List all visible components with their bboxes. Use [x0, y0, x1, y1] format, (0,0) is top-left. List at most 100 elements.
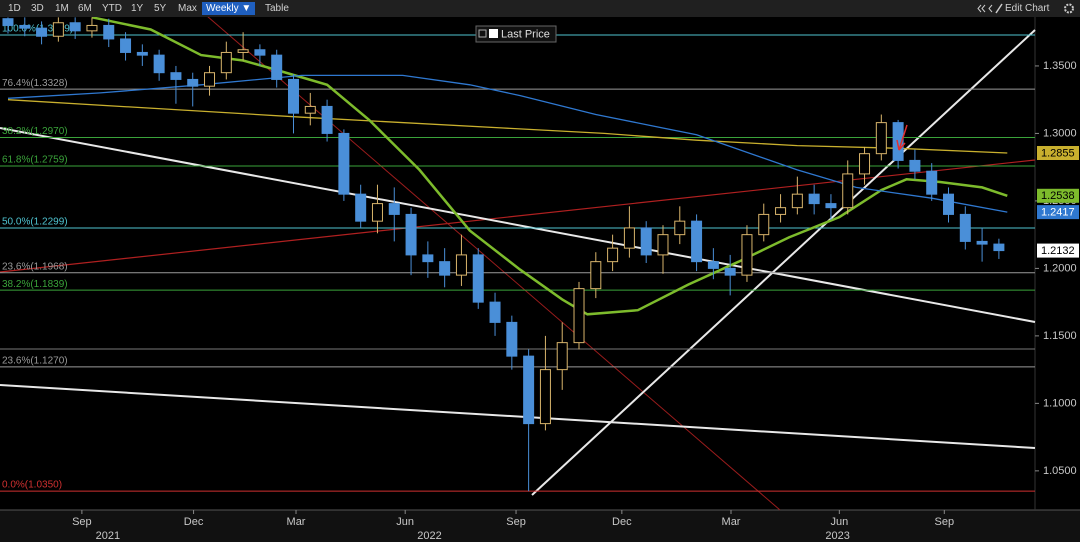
candle-body — [808, 193, 820, 205]
candle-body — [943, 193, 955, 215]
candle-body — [590, 261, 602, 290]
x-tick-label: Sep — [506, 516, 526, 528]
candle-body — [489, 301, 501, 323]
candle-body — [959, 213, 971, 242]
year-label: 2022 — [417, 530, 441, 542]
legend-label: Last Price — [501, 28, 550, 40]
settings-icon[interactable] — [1062, 0, 1076, 17]
x-tick-label: Dec — [184, 516, 204, 528]
x-tick-label: Mar — [287, 516, 306, 528]
value-tag — [1037, 188, 1079, 203]
range-button[interactable]: 1D — [8, 3, 21, 14]
edit-icon — [995, 3, 1003, 14]
value-tag-label: 1.2538 — [1041, 190, 1075, 202]
candle-body — [976, 240, 988, 245]
trendline — [531, 29, 1036, 496]
trendlines — [0, 9, 1036, 511]
candle-body — [707, 261, 719, 269]
nav-arrows — [977, 4, 993, 13]
nav-icons[interactable] — [975, 0, 997, 17]
y-tick-label: 1.3500 — [1043, 60, 1077, 72]
range-button[interactable]: 3D — [31, 3, 44, 14]
candle-body — [120, 38, 132, 53]
candles — [2, 17, 1005, 492]
range-button[interactable]: 6M — [78, 3, 92, 14]
x-tick-label: Mar — [722, 516, 741, 528]
candle-body — [136, 51, 148, 56]
candle-body — [287, 78, 299, 114]
edit-chart-button[interactable]: Edit Chart — [1005, 3, 1050, 14]
trendline — [0, 127, 1036, 323]
range-button[interactable]: 5Y — [154, 3, 167, 14]
last-price-label: 1.2132 — [1041, 245, 1075, 257]
annotation-arrow — [896, 124, 908, 151]
candle-body — [573, 288, 585, 344]
value-tag-label: 1.2417 — [1041, 207, 1075, 219]
candle-body — [892, 122, 904, 161]
legend-toggle[interactable] — [478, 29, 487, 38]
candle-body — [825, 203, 837, 209]
last-price-tag — [1037, 243, 1079, 258]
level-label: 61.8%(1.2759) — [2, 155, 68, 166]
range-button[interactable]: Max — [178, 3, 197, 14]
candle-body — [2, 18, 14, 26]
candle-body — [153, 54, 165, 74]
x-tick-label: Sep — [935, 516, 955, 528]
y-tick-label: 1.2000 — [1043, 262, 1077, 274]
trendline — [0, 384, 1036, 449]
candle-body — [640, 227, 652, 256]
y-tick-label: 1.1500 — [1043, 330, 1077, 342]
candle-body — [271, 54, 283, 80]
trendline — [0, 159, 1036, 273]
level-label: 23.6%(1.1270) — [2, 356, 68, 367]
range-button[interactable]: 1Y — [131, 3, 144, 14]
level-label: 76.4%(1.3328) — [2, 78, 68, 89]
candle-body — [237, 49, 249, 53]
candle-body — [439, 261, 451, 276]
candle-body — [187, 78, 199, 87]
candle-body — [926, 170, 938, 195]
range-button[interactable]: 1M — [55, 3, 69, 14]
range-button[interactable]: YTD — [102, 3, 122, 14]
year-label: 2021 — [96, 530, 120, 542]
y-tick-label: 1.0500 — [1043, 465, 1077, 477]
candle-body — [405, 213, 417, 256]
value-tag-label: 1.2855 — [1041, 147, 1075, 159]
candle-body — [506, 321, 518, 357]
candle-body — [321, 105, 333, 134]
candle-body — [52, 22, 64, 37]
moving-average — [7, 74, 1008, 213]
table-button[interactable]: Table — [265, 3, 289, 14]
candle-body — [724, 267, 736, 276]
candle-body — [254, 49, 266, 56]
candle-body — [859, 153, 871, 175]
candle-body — [875, 122, 887, 155]
candle-body — [304, 105, 316, 114]
level-label: 23.6%(1.1968) — [2, 261, 68, 272]
x-axis-band — [0, 510, 1080, 542]
x-tick-label: Jun — [396, 516, 414, 528]
levels: 100.0%(1.3729)76.4%(1.3328)38.2%(1.2970)… — [0, 24, 1035, 492]
candle-body — [103, 24, 115, 40]
candle-body — [758, 213, 770, 236]
candle-body — [388, 203, 400, 215]
value-tag — [1037, 205, 1079, 220]
toolbar: 1D 3D 1M 6M YTD 1Y 5Y Max Weekly ▼ Table… — [0, 0, 1080, 17]
candle-body — [338, 132, 350, 195]
candle-body — [523, 355, 535, 425]
period-dropdown[interactable]: Weekly ▼ — [202, 2, 256, 15]
y-tick-label: 1.1000 — [1043, 397, 1077, 409]
candle-body — [455, 254, 467, 276]
moving-average — [7, 99, 1008, 154]
candle-body — [674, 220, 686, 236]
candle-body — [204, 72, 216, 87]
candle-body — [19, 24, 31, 29]
level-label: 38.2%(1.1839) — [2, 279, 68, 290]
candle-body — [775, 207, 787, 215]
candle-body — [220, 51, 232, 74]
candle-body — [556, 342, 568, 371]
candle-body — [791, 193, 803, 209]
candle-body — [691, 220, 703, 263]
candle-body — [741, 234, 753, 276]
